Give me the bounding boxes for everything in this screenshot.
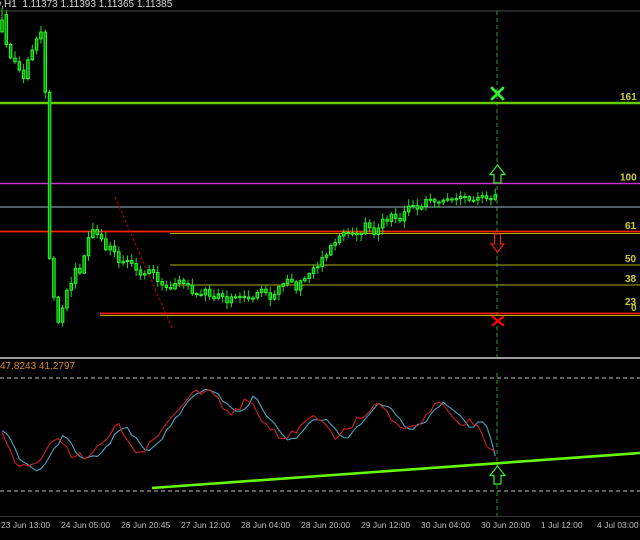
svg-text:61: 61: [625, 221, 637, 232]
svg-text:38: 38: [625, 274, 637, 285]
svg-text:161: 161: [620, 92, 637, 103]
svg-text:50: 50: [625, 254, 637, 265]
svg-text:0: 0: [631, 303, 637, 314]
svg-text:100: 100: [620, 173, 637, 184]
